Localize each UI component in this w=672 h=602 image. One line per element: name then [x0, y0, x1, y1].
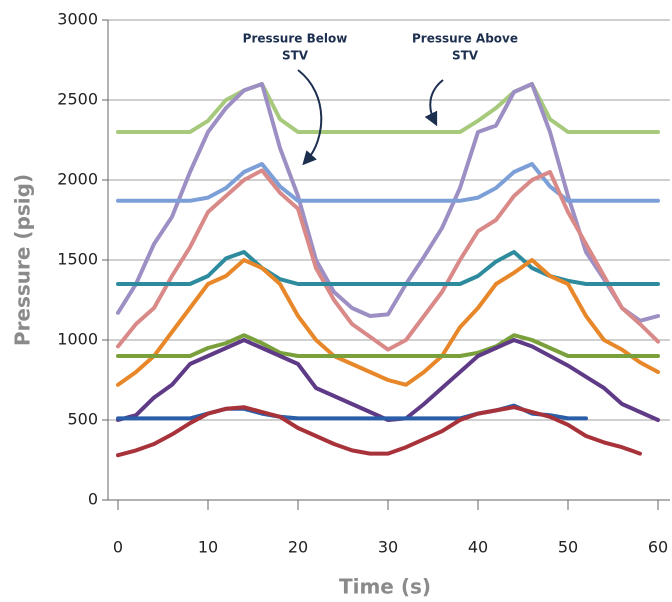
series-line — [116, 82, 660, 134]
plot-area — [116, 82, 660, 458]
series-line — [116, 258, 660, 387]
series-line — [116, 168, 660, 352]
annotation-arrow — [424, 79, 444, 127]
series-line — [116, 333, 660, 358]
x-tick-label: 10 — [198, 538, 218, 557]
x-tick-label: 40 — [468, 538, 488, 557]
grid — [108, 19, 670, 421]
annotation-line: STV — [452, 49, 479, 63]
y-tick-label: 500 — [67, 410, 98, 429]
y-tick-label: 1000 — [57, 330, 98, 349]
x-tick-label: 0 — [113, 538, 123, 557]
y-tick-label: 3000 — [57, 10, 98, 29]
y-tick-label: 2500 — [57, 90, 98, 109]
y-tick-label: 2000 — [57, 170, 98, 189]
x-tick-label: 60 — [648, 538, 668, 557]
x-tick-label: 20 — [288, 538, 308, 557]
y-tick-label: 0 — [88, 490, 98, 509]
annotation-line: Pressure Above — [412, 32, 518, 46]
annotation-line: STV — [282, 49, 309, 63]
x-tick-label: 30 — [378, 538, 398, 557]
series-line — [116, 405, 642, 458]
series-line — [116, 250, 660, 286]
x-axis-title: Time (s) — [339, 575, 431, 599]
annotation-arrow — [297, 69, 323, 166]
y-axis-title: Pressure (psig) — [11, 174, 35, 346]
series-line — [116, 162, 660, 203]
y-tick-label: 1500 — [57, 250, 98, 269]
annotation-line: Pressure Below — [243, 32, 348, 46]
series-line — [116, 82, 660, 323]
x-tick-label: 50 — [558, 538, 578, 557]
